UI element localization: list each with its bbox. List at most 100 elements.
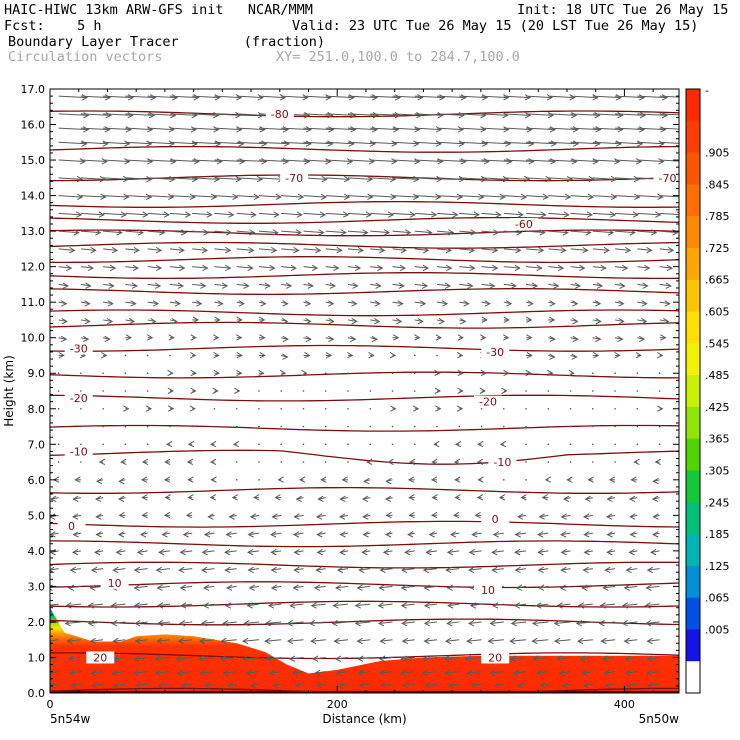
circulation-vector [514, 566, 527, 574]
circulation-vector [570, 94, 599, 101]
circulation-vector [445, 566, 460, 574]
circulation-vector [503, 94, 532, 101]
circulation-vector [280, 390, 283, 392]
circulation-vector [134, 620, 148, 627]
circulation-vector [156, 584, 170, 591]
circulation-vector [400, 602, 415, 609]
circulation-vector [325, 94, 355, 101]
circulation-vector [214, 264, 232, 272]
circulation-vector [454, 494, 461, 501]
circulation-vector [274, 494, 282, 501]
circulation-vector [628, 495, 638, 503]
colorbar-label: .545 [705, 337, 730, 350]
circulation-vector [347, 246, 365, 254]
circulation-vector [480, 334, 487, 341]
svg-text:10: 10 [481, 584, 495, 597]
circulation-vector [147, 140, 175, 147]
circulation-vector [556, 602, 571, 609]
circulation-vector [213, 407, 216, 410]
circulation-vector [101, 352, 108, 359]
circulation-vector [125, 111, 156, 119]
colorbar-swatch [686, 661, 700, 694]
circulation-vector [186, 458, 194, 466]
circulation-vector [112, 566, 126, 574]
circulation-vector [492, 531, 504, 538]
circulation-vector [535, 602, 549, 609]
circulation-vector [335, 669, 349, 677]
circulation-vector [413, 390, 416, 392]
circulation-vector [303, 126, 335, 133]
circulation-vector [623, 637, 638, 645]
circulation-vector [57, 461, 60, 463]
circulation-vector [58, 352, 65, 359]
colorbar-label: .065 [705, 592, 730, 605]
circulation-vector [436, 211, 459, 218]
circulation-vector [80, 264, 94, 272]
circulation-vector [157, 682, 170, 689]
circulation-vector [258, 140, 290, 147]
svg-text:0: 0 [68, 520, 75, 533]
circulation-vector [281, 126, 313, 133]
circulation-vector [87, 620, 104, 627]
circulation-vector [356, 637, 371, 645]
circulation-vector [347, 443, 349, 446]
circulation-vector [222, 620, 237, 627]
temperature-contour [50, 344, 679, 352]
circulation-vector [169, 282, 185, 289]
circulation-vector [58, 158, 86, 165]
circulation-vector [477, 440, 484, 448]
circulation-vector [303, 264, 319, 272]
circulation-vector [347, 140, 377, 147]
circulation-vector [459, 282, 474, 289]
circulation-vector [74, 476, 81, 483]
circulation-vector [95, 513, 104, 520]
circulation-vector [362, 531, 371, 538]
circulation-vector [219, 655, 237, 662]
circulation-vector [190, 387, 197, 394]
circulation-vector [584, 495, 593, 503]
circulation-vector [69, 566, 81, 574]
y-tick-label: 2.0 [28, 616, 46, 629]
circulation-vector [146, 372, 149, 375]
circulation-vector [548, 111, 578, 119]
circulation-vector [592, 407, 594, 410]
circulation-vector [325, 175, 351, 183]
circulation-vector [187, 494, 194, 501]
circulation-vector [659, 159, 679, 162]
circulation-vector [526, 111, 555, 119]
circulation-vector [625, 682, 638, 689]
circulation-vector [615, 282, 626, 289]
circulation-vector [436, 354, 438, 357]
circulation-vector [214, 316, 221, 323]
circulation-vector [423, 584, 438, 591]
circulation-vector [384, 495, 393, 503]
colorbar-swatch [686, 279, 700, 313]
circulation-vector [457, 334, 464, 341]
circulation-vector [469, 602, 482, 609]
circulation-vector [481, 316, 488, 323]
circulation-vector [637, 318, 648, 325]
circulation-vector [625, 566, 638, 574]
circulation-vector [614, 425, 616, 428]
svg-text:-20: -20 [479, 396, 497, 409]
circulation-vector [547, 461, 550, 463]
circulation-vector [235, 461, 238, 463]
circulation-vector [570, 318, 579, 325]
circulation-vector [214, 246, 232, 254]
circulation-vector [281, 140, 312, 147]
circulation-vector [414, 211, 438, 218]
circulation-vector [288, 655, 304, 662]
circulation-vector [50, 682, 59, 689]
circulation-vector [50, 548, 59, 556]
circulation-vector [347, 282, 359, 289]
circulation-vector [431, 458, 438, 466]
circulation-vector [547, 390, 550, 392]
circulation-vector [341, 476, 348, 483]
circulation-vector [400, 566, 415, 574]
circulation-vector [369, 425, 372, 428]
circulation-vector [94, 495, 104, 503]
y-tick-label: 10.0 [21, 332, 46, 345]
colorbar-swatch [686, 597, 700, 630]
circulation-vector [197, 655, 215, 662]
circulation-vector [303, 335, 312, 343]
